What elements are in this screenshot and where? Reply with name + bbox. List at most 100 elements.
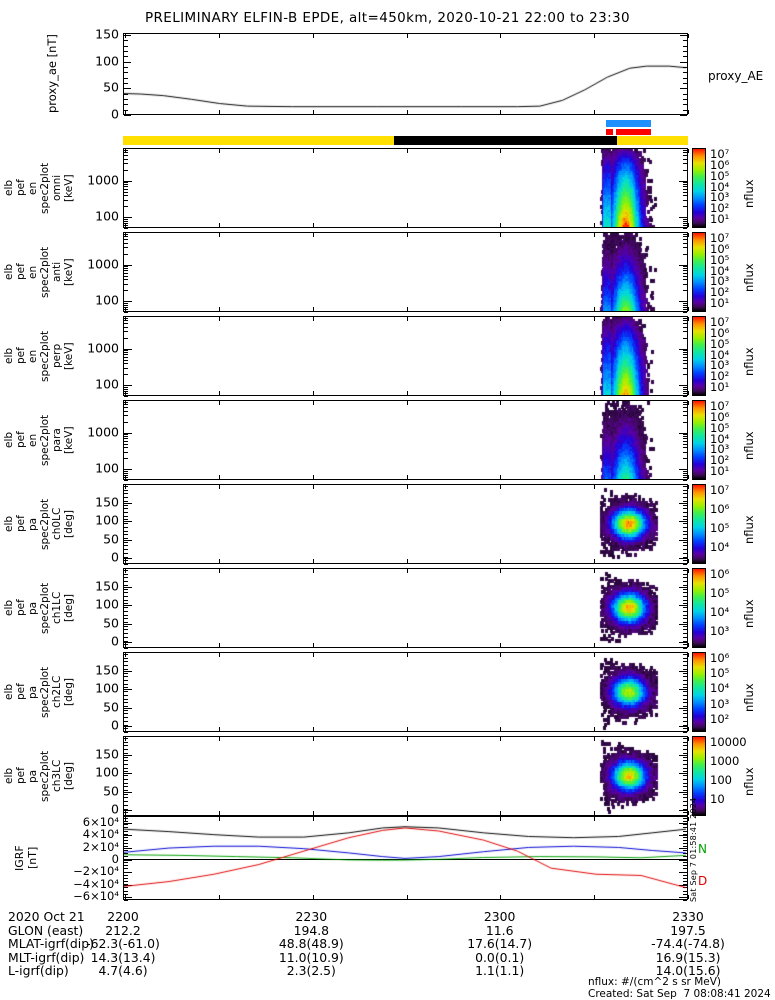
- axis-title-word: pef: [15, 515, 27, 533]
- x-tick: [594, 653, 595, 657]
- y-tick-label: −2×10⁴: [73, 864, 119, 878]
- event-marker-red: [606, 129, 614, 135]
- y-minor-tick: [683, 900, 687, 901]
- y-minor-tick: [124, 239, 128, 240]
- y-minor-tick: [683, 673, 687, 674]
- y-tick-label: 100: [95, 376, 119, 392]
- axis-title-en-perp: elb pef en spec2plot perp [keV]: [1, 316, 75, 396]
- y-minor-tick: [683, 505, 687, 506]
- y-major-tick: [124, 540, 132, 541]
- footer-nflux-units: nflux: #/(cm^2 s sr MeV): [588, 976, 721, 988]
- y-minor-tick: [124, 699, 128, 700]
- y-tick-label: 0: [111, 852, 119, 866]
- y-minor-tick: [124, 505, 128, 506]
- xaxis-row-value: 48.8(48.9): [278, 936, 344, 952]
- y-minor-tick: [683, 779, 687, 780]
- y-minor-tick: [124, 611, 128, 612]
- y-tick-label: 150: [95, 578, 119, 594]
- y-minor-tick: [124, 644, 128, 645]
- x-tick: [688, 307, 689, 311]
- y-major-tick: [124, 773, 132, 774]
- side-date-stamp: Sat Sep 7 01:58:41 2024: [689, 797, 698, 902]
- y-minor-tick: [124, 247, 128, 248]
- y-minor-tick: [683, 389, 687, 390]
- y-minor-tick: [124, 680, 128, 681]
- y-minor-tick: [124, 512, 128, 513]
- x-tick: [313, 485, 314, 489]
- x-tick: [407, 317, 408, 321]
- x-tick: [688, 811, 689, 815]
- y-major-tick: [124, 558, 132, 559]
- y-minor-tick: [124, 268, 128, 269]
- colorbar-tick-label: 10¹: [710, 212, 730, 227]
- xaxis-row-label-2: MLT-igrf(dip): [8, 949, 85, 965]
- axis-title-word: spec2plot: [39, 330, 51, 382]
- y-major-tick: [124, 433, 132, 434]
- y-minor-tick: [683, 273, 687, 274]
- axis-title-pa-ch2lc: elb pef pa spec2plot ch2LC [deg]: [1, 652, 75, 732]
- x-tick: [594, 737, 595, 741]
- y-major-tick: [124, 217, 132, 218]
- y-minor-tick: [124, 221, 128, 222]
- x-tick: [594, 569, 595, 573]
- y-minor-tick: [683, 728, 687, 729]
- y-tick-label: 150: [95, 662, 119, 678]
- y-minor-tick: [124, 402, 128, 403]
- daynight-segment-day: [617, 136, 688, 145]
- x-tick: [219, 475, 220, 479]
- y-minor-tick: [124, 493, 128, 494]
- y-minor-tick: [124, 516, 128, 517]
- y-minor-tick: [683, 545, 687, 546]
- y-minor-tick: [683, 641, 687, 642]
- y-minor-tick: [124, 775, 128, 776]
- y-minor-tick: [683, 749, 687, 750]
- y-minor-tick: [124, 475, 128, 476]
- y-minor-tick: [124, 695, 128, 696]
- y-tick-label: 0: [111, 633, 119, 649]
- y-major-tick: [679, 624, 687, 625]
- y-tick-label: −6×10⁴: [73, 889, 119, 903]
- x-tick: [688, 485, 689, 489]
- y-minor-tick: [124, 713, 128, 714]
- colorbar-title-pa-ch1lc: nflux: [742, 599, 756, 628]
- colorbar-tick-label: 100: [710, 773, 732, 787]
- x-tick: [688, 401, 689, 405]
- axis-title-word: pa: [27, 517, 39, 531]
- colorbar-title-pa-ch3lc: nflux: [742, 767, 756, 796]
- y-minor-tick: [683, 363, 687, 364]
- colorbar-tick-label: 10⁴: [710, 263, 730, 278]
- y-minor-tick: [124, 150, 128, 151]
- xaxis-row-value: 194.8: [293, 922, 330, 938]
- x-tick: [313, 307, 314, 311]
- x-tick: [500, 569, 501, 573]
- x-tick: [219, 485, 220, 489]
- axis-title-en-omni: elb pef en spec2plot omni [keV]: [1, 148, 75, 228]
- x-tick: [313, 559, 314, 563]
- y-minor-tick: [124, 900, 128, 901]
- y-minor-tick: [124, 508, 128, 509]
- y-minor-tick: [683, 490, 687, 491]
- axis-title-word: anti: [51, 261, 63, 283]
- y-tick-label: −4×10⁴: [73, 877, 119, 891]
- y-minor-tick: [124, 266, 128, 267]
- x-tick: [125, 727, 126, 731]
- axis-title-word: elb: [3, 683, 15, 701]
- x-tick: [688, 391, 689, 395]
- y-minor-tick: [124, 182, 128, 183]
- y-minor-tick: [124, 570, 128, 571]
- x-tick: [688, 233, 689, 237]
- xaxis-row-value: 16.9(15.3): [655, 949, 721, 965]
- y-minor-tick: [683, 327, 687, 328]
- y-tick-label: 150: [95, 26, 119, 42]
- y-minor-tick: [683, 702, 687, 703]
- colorbar-tick-label: 10⁶: [710, 409, 730, 424]
- colorbar-tick-label: 10¹: [710, 380, 730, 395]
- y-tick-label: 150: [95, 494, 119, 510]
- x-tick: [125, 401, 126, 405]
- axis-title-word: [deg]: [63, 762, 75, 790]
- x-tick: [125, 811, 126, 815]
- y-minor-tick: [124, 490, 128, 491]
- y-minor-tick: [683, 695, 687, 696]
- x-tick: [594, 811, 595, 815]
- y-minor-tick: [124, 794, 128, 795]
